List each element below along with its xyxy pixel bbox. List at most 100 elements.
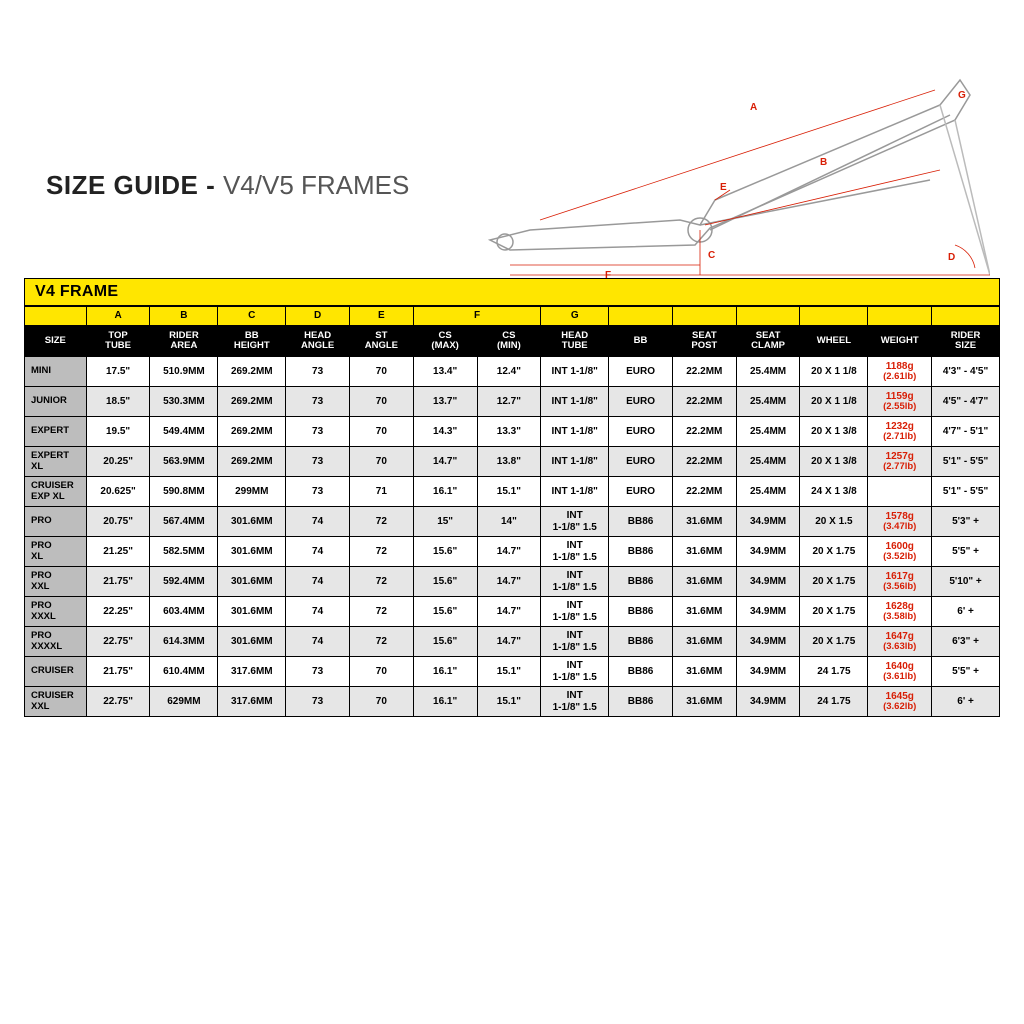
rider-size-cell: 6'3" + (932, 627, 1000, 657)
data-cell: 70 (349, 387, 413, 417)
rider-size-cell: 6' + (932, 597, 1000, 627)
data-cell: 24 1.75 (800, 687, 868, 717)
data-cell: 22.75" (86, 687, 150, 717)
data-cell: 34.9MM (736, 657, 800, 687)
data-cell: 13.4" (413, 357, 477, 387)
data-cell: 610.4MM (150, 657, 218, 687)
size-cell: PROXXL (25, 567, 87, 597)
weight-cell: 1257g(2.77lb) (868, 447, 932, 477)
size-cell: PROXL (25, 537, 87, 567)
data-cell: 19.5" (86, 417, 150, 447)
svg-text:C: C (708, 250, 715, 261)
data-cell: 269.2MM (218, 357, 286, 387)
header-letter: C (218, 307, 286, 326)
data-cell: 301.6MM (218, 627, 286, 657)
svg-text:B: B (820, 157, 827, 168)
data-cell: 72 (349, 537, 413, 567)
header-letter (25, 307, 87, 326)
data-cell: 25.4MM (736, 417, 800, 447)
data-cell: BB86 (609, 597, 673, 627)
data-cell: INT1-1/8" 1.5 (541, 627, 609, 657)
size-cell: CRUISEREXP XL (25, 477, 87, 507)
svg-text:G: G (958, 90, 966, 101)
header-label: STANGLE (349, 325, 413, 357)
data-cell: 15.6" (413, 627, 477, 657)
data-cell: 73 (286, 477, 350, 507)
header-letter: F (413, 307, 541, 326)
data-cell: 21.25" (86, 537, 150, 567)
data-cell: 13.8" (477, 447, 541, 477)
svg-text:E: E (720, 182, 727, 193)
header-letter (800, 307, 868, 326)
data-cell: INT1-1/8" 1.5 (541, 507, 609, 537)
title-sub: V4/V5 FRAMES (223, 170, 409, 200)
data-cell: 301.6MM (218, 507, 286, 537)
size-cell: PRO (25, 507, 87, 537)
rider-size-cell: 4'3" - 4'5" (932, 357, 1000, 387)
data-cell: 20.75" (86, 507, 150, 537)
data-cell: INT1-1/8" 1.5 (541, 657, 609, 687)
data-cell: 73 (286, 657, 350, 687)
data-cell: 13.7" (413, 387, 477, 417)
data-cell: 14.3" (413, 417, 477, 447)
data-cell: BB86 (609, 627, 673, 657)
data-cell: 22.2MM (672, 417, 736, 447)
weight-cell: 1647g(3.63lb) (868, 627, 932, 657)
header-label: HEADANGLE (286, 325, 350, 357)
data-cell: 25.4MM (736, 357, 800, 387)
data-cell: 15.1" (477, 477, 541, 507)
label-row: SIZETOPTUBERIDERAREABBHEIGHTHEADANGLESTA… (25, 325, 1000, 357)
data-cell: 20 X 1 3/8 (800, 447, 868, 477)
header-label: RIDERAREA (150, 325, 218, 357)
data-cell: 22.2MM (672, 447, 736, 477)
data-cell: 70 (349, 687, 413, 717)
data-cell: 73 (286, 687, 350, 717)
table-row: PROXXL21.75"592.4MM301.6MM747215.6"14.7"… (25, 567, 1000, 597)
data-cell: EURO (609, 447, 673, 477)
data-cell: 34.9MM (736, 537, 800, 567)
table-row: PROXXXL22.25"603.4MM301.6MM747215.6"14.7… (25, 597, 1000, 627)
frame-title-bar: V4 FRAME (24, 278, 1000, 306)
header-letter: E (349, 307, 413, 326)
header-area: SIZE GUIDE - V4/V5 FRAMES (24, 20, 1000, 270)
data-cell: 567.4MM (150, 507, 218, 537)
table-row: CRUISER21.75"610.4MM317.6MM737016.1"15.1… (25, 657, 1000, 687)
data-cell: 301.6MM (218, 597, 286, 627)
svg-text:D: D (948, 252, 955, 263)
data-cell: 299MM (218, 477, 286, 507)
data-cell: INT 1-1/8" (541, 477, 609, 507)
data-cell: INT1-1/8" 1.5 (541, 597, 609, 627)
letter-row: ABCDEFG (25, 307, 1000, 326)
data-cell: 563.9MM (150, 447, 218, 477)
data-cell: 34.9MM (736, 507, 800, 537)
header-letter (609, 307, 673, 326)
data-cell: 25.4MM (736, 477, 800, 507)
data-cell: 20 X 1.75 (800, 567, 868, 597)
header-label: RIDERSIZE (932, 325, 1000, 357)
data-cell: 74 (286, 597, 350, 627)
header-label: WEIGHT (868, 325, 932, 357)
header-letter: G (541, 307, 609, 326)
data-cell: 269.2MM (218, 417, 286, 447)
data-cell: INT1-1/8" 1.5 (541, 537, 609, 567)
data-cell: 25.4MM (736, 387, 800, 417)
data-cell: 70 (349, 357, 413, 387)
data-cell: 603.4MM (150, 597, 218, 627)
data-cell: 317.6MM (218, 657, 286, 687)
data-cell: 22.2MM (672, 387, 736, 417)
data-cell: 510.9MM (150, 357, 218, 387)
weight-cell: 1159g(2.55lb) (868, 387, 932, 417)
rider-size-cell: 5'5" + (932, 537, 1000, 567)
data-cell: 301.6MM (218, 537, 286, 567)
data-cell: 71 (349, 477, 413, 507)
data-cell: 15.6" (413, 567, 477, 597)
header-label: SIZE (25, 325, 87, 357)
data-cell: 13.3" (477, 417, 541, 447)
title-main: SIZE GUIDE - (46, 170, 223, 200)
data-cell: 17.5" (86, 357, 150, 387)
data-cell: 16.1" (413, 657, 477, 687)
weight-cell: 1645g(3.62lb) (868, 687, 932, 717)
size-cell: CRUISERXXL (25, 687, 87, 717)
size-cell: EXPERTXL (25, 447, 87, 477)
header-letter (736, 307, 800, 326)
